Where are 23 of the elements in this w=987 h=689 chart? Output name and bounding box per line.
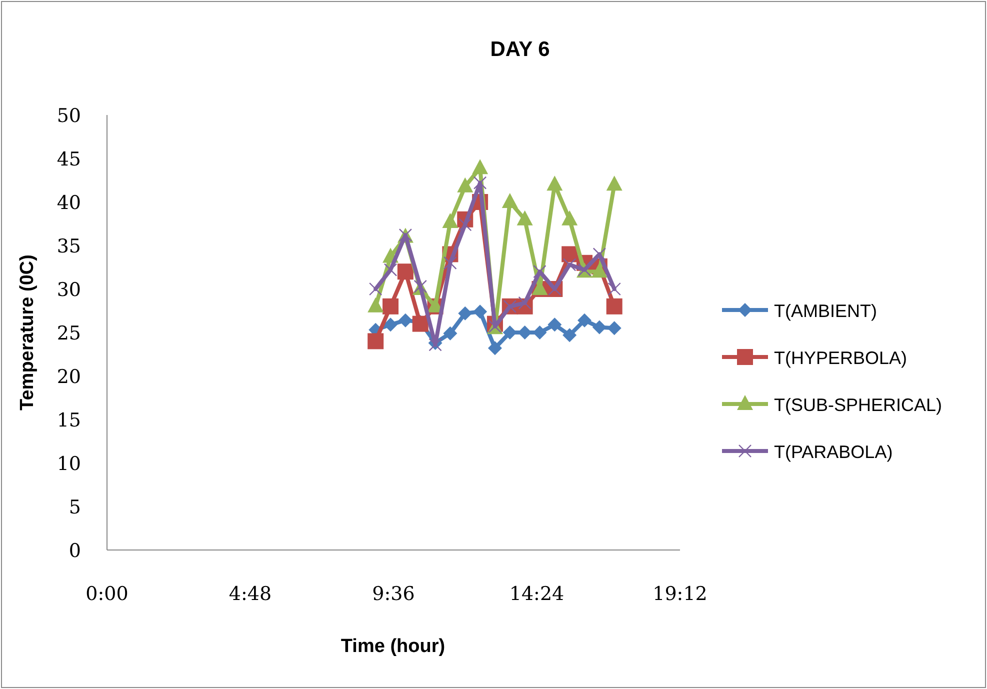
y-tick-label: 45 xyxy=(56,148,81,170)
y-tick-label: 20 xyxy=(56,366,81,388)
x-tick-label: 19:12 xyxy=(652,583,708,605)
y-tick-label: 35 xyxy=(56,236,81,258)
chart-title: DAY 6 xyxy=(490,38,550,61)
x-tick-label: 4:48 xyxy=(228,583,272,605)
legend-label: T(AMBIENT) xyxy=(774,301,877,321)
y-tick-label: 10 xyxy=(56,453,81,475)
y-tick-label: 25 xyxy=(56,322,81,344)
y-tick-label: 0 xyxy=(68,540,81,562)
y-tick-label: 5 xyxy=(68,496,81,518)
x-axis-title: Time (hour) xyxy=(340,636,446,657)
x-tick-label: 14:24 xyxy=(509,583,564,605)
legend-label: T(PARABOLA) xyxy=(774,442,893,462)
x-tick-label: 0:00 xyxy=(86,583,128,605)
y-tick-label: 30 xyxy=(56,279,81,301)
y-tick-label: 50 xyxy=(56,105,81,127)
legend-label: T(SUB-SPHERICAL) xyxy=(774,395,942,415)
legend-label: T(HYPERBOLA) xyxy=(774,348,908,368)
y-tick-label: 15 xyxy=(56,410,81,432)
y-axis-title: Temperature (0C) xyxy=(17,254,38,410)
y-tick-label: 40 xyxy=(56,192,81,214)
x-tick-label: 9:36 xyxy=(372,583,415,605)
